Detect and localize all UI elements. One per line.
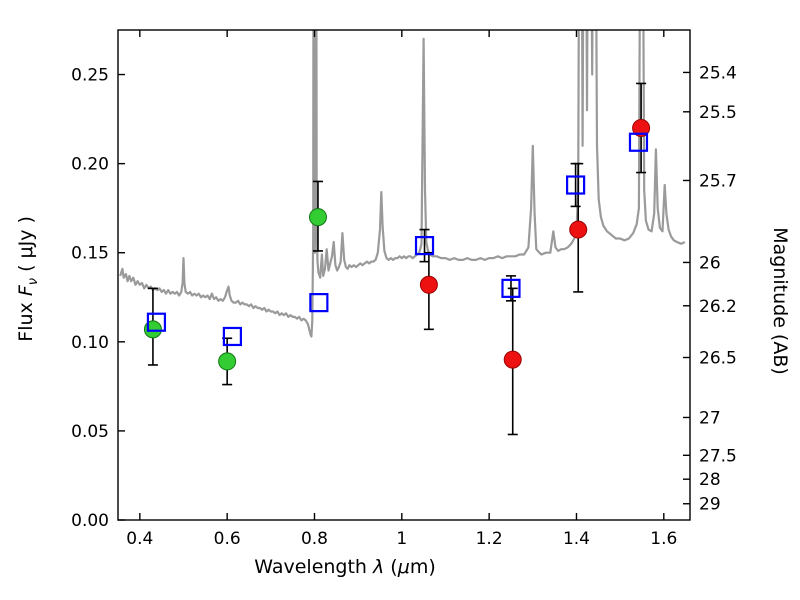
photometry-blue-squares-marker [414, 236, 435, 256]
x-tick-label: 1 [396, 529, 407, 549]
y-tick-label-left: 0.05 [71, 422, 109, 442]
x-axis-label: Wavelength λ (μm) [254, 556, 436, 578]
y-tick-label-left: 0.15 [71, 244, 109, 264]
y-tick-label-right: 25.4 [699, 63, 737, 83]
photometry-green-circles-marker [308, 208, 327, 227]
y-tick-label-right: 27.5 [699, 446, 737, 466]
x-tick-label: 0.8 [301, 529, 328, 549]
y-axis-label-magnitude: Magnitude (AB) [769, 227, 791, 375]
y-tick-label-left: 0.20 [71, 155, 109, 175]
y-axis-label-flux: Flux Fν ( μJy ) [15, 216, 41, 342]
y-tick-label-left: 0.00 [71, 511, 109, 531]
y-tick-label-right: 26.2 [699, 297, 737, 317]
photometry-blue-squares-marker [146, 312, 167, 332]
photometry-red-circles-marker [419, 275, 438, 294]
y-tick-label-right: 26.5 [699, 348, 737, 368]
photometry-blue-squares-marker [501, 278, 521, 298]
axes-frame [117, 29, 691, 521]
y-tick-label-right: 28 [699, 470, 721, 490]
y-tick-label-right: 25.7 [699, 171, 737, 191]
x-tick-label: 0.6 [214, 529, 241, 549]
photometry-blue-squares-marker [565, 175, 586, 195]
y-tick-label-right: 26 [699, 253, 721, 273]
photometry-red-circles-marker [569, 220, 588, 239]
y-tick-label-right: 29 [699, 495, 721, 515]
y-tick-label-left: 0.10 [71, 333, 109, 353]
y-tick-label-left: 0.25 [71, 66, 109, 86]
x-tick-label: 0.4 [126, 529, 153, 549]
photometry-blue-squares-marker [309, 293, 329, 313]
photometry-blue-squares-marker [628, 132, 649, 152]
photometry-red-circles-marker [503, 350, 522, 369]
x-tick-label: 1.6 [650, 529, 677, 549]
x-tick-label: 1.4 [563, 529, 590, 549]
photometry-blue-squares-marker [222, 326, 242, 347]
photometry-red-circles-marker [632, 119, 651, 137]
y-tick-label-right: 27 [699, 408, 721, 428]
x-tick-label: 1.2 [476, 529, 503, 549]
spectrum-line [119, 30, 686, 338]
y-tick-label-right: 25.5 [699, 103, 737, 123]
photometry-green-circles-marker [218, 352, 237, 371]
